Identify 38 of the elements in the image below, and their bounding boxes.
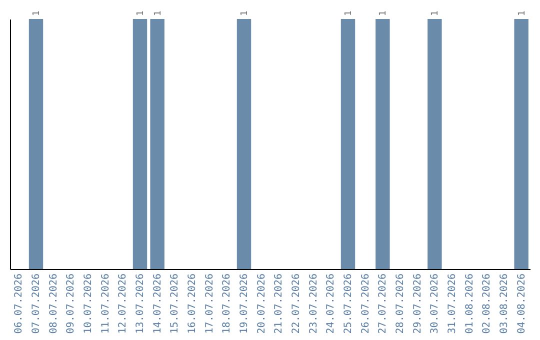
x-tick-label: 03.08.2026	[499, 274, 510, 334]
x-tick-label: 30.07.2026	[430, 274, 441, 334]
x-tick-label: 20.07.2026	[256, 274, 268, 334]
x-tick-label: 18.07.2026	[222, 274, 233, 334]
x-tick-label: 01.08.2026	[464, 274, 476, 334]
x-tick-label: 29.07.2026	[412, 274, 424, 334]
x-tick-label: 26.07.2026	[360, 274, 372, 334]
data-label: 1	[136, 10, 146, 16]
x-tick-label: 17.07.2026	[204, 274, 216, 334]
x-tick-label: 14.07.2026	[152, 274, 164, 334]
x-tick-label: 12.07.2026	[118, 274, 129, 334]
x-tick-label: 22.07.2026	[291, 274, 302, 334]
x-tick-label: 31.07.2026	[447, 274, 458, 334]
x-tick-label: 27.07.2026	[378, 274, 389, 334]
x-tick-label: 09.07.2026	[66, 274, 77, 334]
x-tick-label: 23.07.2026	[308, 274, 320, 334]
data-label: 1	[517, 10, 528, 16]
x-tick-label: 08.07.2026	[48, 274, 60, 334]
x-tick-label: 10.07.2026	[83, 274, 94, 334]
x-tick-label: 21.07.2026	[274, 274, 285, 334]
data-label: 1	[32, 10, 42, 16]
data-label: 1	[153, 10, 164, 16]
x-tick-label: 07.07.2026	[31, 274, 42, 334]
x-tick-label: 25.07.2026	[343, 274, 354, 334]
x-tick-label: 16.07.2026	[187, 274, 198, 334]
data-label: 1	[344, 10, 354, 16]
data-label: 1	[240, 10, 250, 16]
x-tick-label: 19.07.2026	[239, 274, 250, 334]
x-tick-label: 04.08.2026	[516, 274, 528, 334]
x-tick-label: 28.07.2026	[395, 274, 406, 334]
x-tick-label: 11.07.2026	[100, 274, 112, 334]
data-label: 1	[430, 10, 441, 16]
x-tick-label: 15.07.2026	[170, 274, 181, 334]
x-tick-label: 24.07.2026	[326, 274, 337, 334]
x-tick-label: 13.07.2026	[135, 274, 146, 334]
data-label: 1	[378, 10, 389, 16]
x-tick-label: 06.07.2026	[14, 274, 25, 334]
x-tick-label: 02.08.2026	[482, 274, 493, 334]
